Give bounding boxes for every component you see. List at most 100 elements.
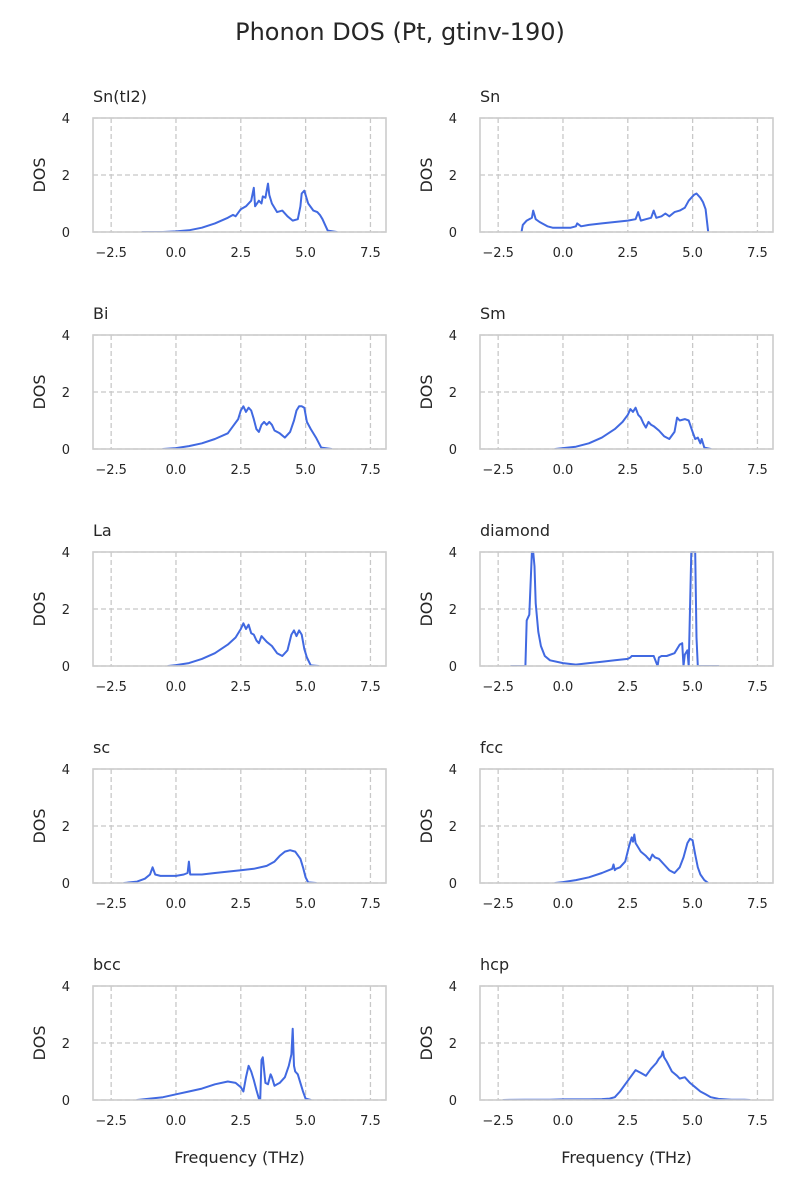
- y-tick-label: 0: [62, 226, 70, 241]
- x-tick-label: −2.5: [482, 246, 514, 261]
- x-tick-label: −2.5: [482, 1114, 514, 1129]
- y-axis-label: DOS: [417, 157, 436, 192]
- x-tick-label: 2.5: [230, 246, 251, 261]
- x-tick-label: −2.5: [482, 897, 514, 912]
- x-tick-label: 2.5: [617, 1114, 638, 1129]
- x-tick-label: 0.0: [553, 463, 574, 478]
- y-axis-label: DOS: [30, 374, 49, 409]
- x-tick-label: 2.5: [230, 680, 251, 695]
- y-tick-label: 0: [62, 443, 70, 458]
- panel-frame: [92, 334, 387, 450]
- y-tick-label: 4: [449, 546, 457, 561]
- y-tick-label: 4: [449, 329, 457, 344]
- x-tick-label: 0.0: [553, 897, 574, 912]
- x-tick-label: 7.5: [360, 1114, 381, 1129]
- x-tick-label: 0.0: [553, 1114, 574, 1129]
- dos-curve: [510, 551, 720, 666]
- x-tick-label: 5.0: [682, 246, 703, 261]
- y-tick-label: 4: [449, 763, 457, 778]
- y-tick-label: 2: [449, 386, 457, 401]
- y-tick-label: 0: [449, 1094, 457, 1109]
- dos-curve: [554, 833, 710, 883]
- y-tick-label: 0: [449, 660, 457, 675]
- y-tick-label: 0: [449, 877, 457, 892]
- y-tick-label: 0: [449, 443, 457, 458]
- panel-title: La: [93, 521, 112, 540]
- x-tick-label: −2.5: [95, 680, 127, 695]
- x-tick-label: 7.5: [747, 463, 768, 478]
- x-axis-label: Frequency (THz): [174, 1148, 304, 1167]
- x-tick-label: −2.5: [482, 463, 514, 478]
- y-tick-label: 2: [449, 820, 457, 835]
- x-tick-label: 7.5: [360, 680, 381, 695]
- y-axis-label: DOS: [417, 374, 436, 409]
- x-tick-label: 7.5: [747, 1114, 768, 1129]
- x-tick-label: 0.0: [166, 897, 187, 912]
- x-tick-label: 0.0: [166, 1114, 187, 1129]
- y-tick-label: 2: [449, 1037, 457, 1052]
- dos-curve: [554, 406, 712, 449]
- panel-frame: [479, 117, 774, 233]
- x-tick-label: 2.5: [230, 463, 251, 478]
- y-tick-label: 4: [62, 112, 70, 127]
- panel-frame: [479, 768, 774, 884]
- x-tick-label: 5.0: [682, 463, 703, 478]
- y-tick-label: 2: [62, 1037, 70, 1052]
- y-tick-label: 2: [449, 169, 457, 184]
- panel-frame: [479, 334, 774, 450]
- y-tick-label: 2: [62, 603, 70, 618]
- x-tick-label: 0.0: [553, 246, 574, 261]
- dos-curve: [136, 1027, 312, 1100]
- panel-title: diamond: [480, 521, 550, 540]
- y-axis-label: DOS: [30, 1025, 49, 1060]
- x-tick-label: −2.5: [482, 680, 514, 695]
- panel-frame: [479, 551, 774, 667]
- x-tick-label: −2.5: [95, 1114, 127, 1129]
- x-tick-label: 5.0: [295, 1114, 316, 1129]
- y-axis-label: DOS: [417, 591, 436, 626]
- y-tick-label: 4: [62, 329, 70, 344]
- x-tick-label: 5.0: [295, 246, 316, 261]
- y-tick-label: 4: [62, 980, 70, 995]
- y-axis-label: DOS: [417, 808, 436, 843]
- x-tick-label: 7.5: [747, 680, 768, 695]
- panel-title: Bi: [93, 304, 108, 323]
- x-tick-label: 0.0: [166, 463, 187, 478]
- y-tick-label: 0: [62, 660, 70, 675]
- x-tick-label: 5.0: [682, 897, 703, 912]
- y-tick-label: 2: [62, 386, 70, 401]
- x-tick-label: 2.5: [230, 897, 251, 912]
- y-axis-label: DOS: [30, 157, 49, 192]
- x-tick-label: 2.5: [230, 1114, 251, 1129]
- x-tick-label: 7.5: [747, 246, 768, 261]
- y-tick-label: 4: [62, 546, 70, 561]
- panel-frame: [92, 117, 387, 233]
- x-tick-label: 7.5: [360, 463, 381, 478]
- x-tick-label: 5.0: [682, 680, 703, 695]
- y-tick-label: 4: [62, 763, 70, 778]
- dos-curve: [520, 192, 710, 232]
- y-tick-label: 4: [449, 112, 457, 127]
- x-tick-label: 2.5: [617, 246, 638, 261]
- y-tick-label: 2: [62, 169, 70, 184]
- panel-frame: [479, 985, 774, 1101]
- panel-title: Sm: [480, 304, 506, 323]
- panel-frame: [92, 768, 387, 884]
- panel-title: hcp: [480, 955, 509, 974]
- x-tick-label: 5.0: [295, 680, 316, 695]
- panel-frame: [92, 985, 387, 1101]
- y-tick-label: 2: [62, 820, 70, 835]
- panel-title: fcc: [480, 738, 503, 757]
- y-tick-label: 0: [62, 1094, 70, 1109]
- x-tick-label: 0.0: [553, 680, 574, 695]
- figure-title: Phonon DOS (Pt, gtinv-190): [235, 18, 565, 46]
- x-tick-label: 2.5: [617, 897, 638, 912]
- dos-curve: [141, 182, 338, 232]
- x-tick-label: 0.0: [166, 680, 187, 695]
- panel-title: bcc: [93, 955, 121, 974]
- y-tick-label: 0: [449, 226, 457, 241]
- y-tick-label: 2: [449, 603, 457, 618]
- x-tick-label: −2.5: [95, 463, 127, 478]
- x-tick-label: 7.5: [360, 246, 381, 261]
- panel-frame: [92, 551, 387, 667]
